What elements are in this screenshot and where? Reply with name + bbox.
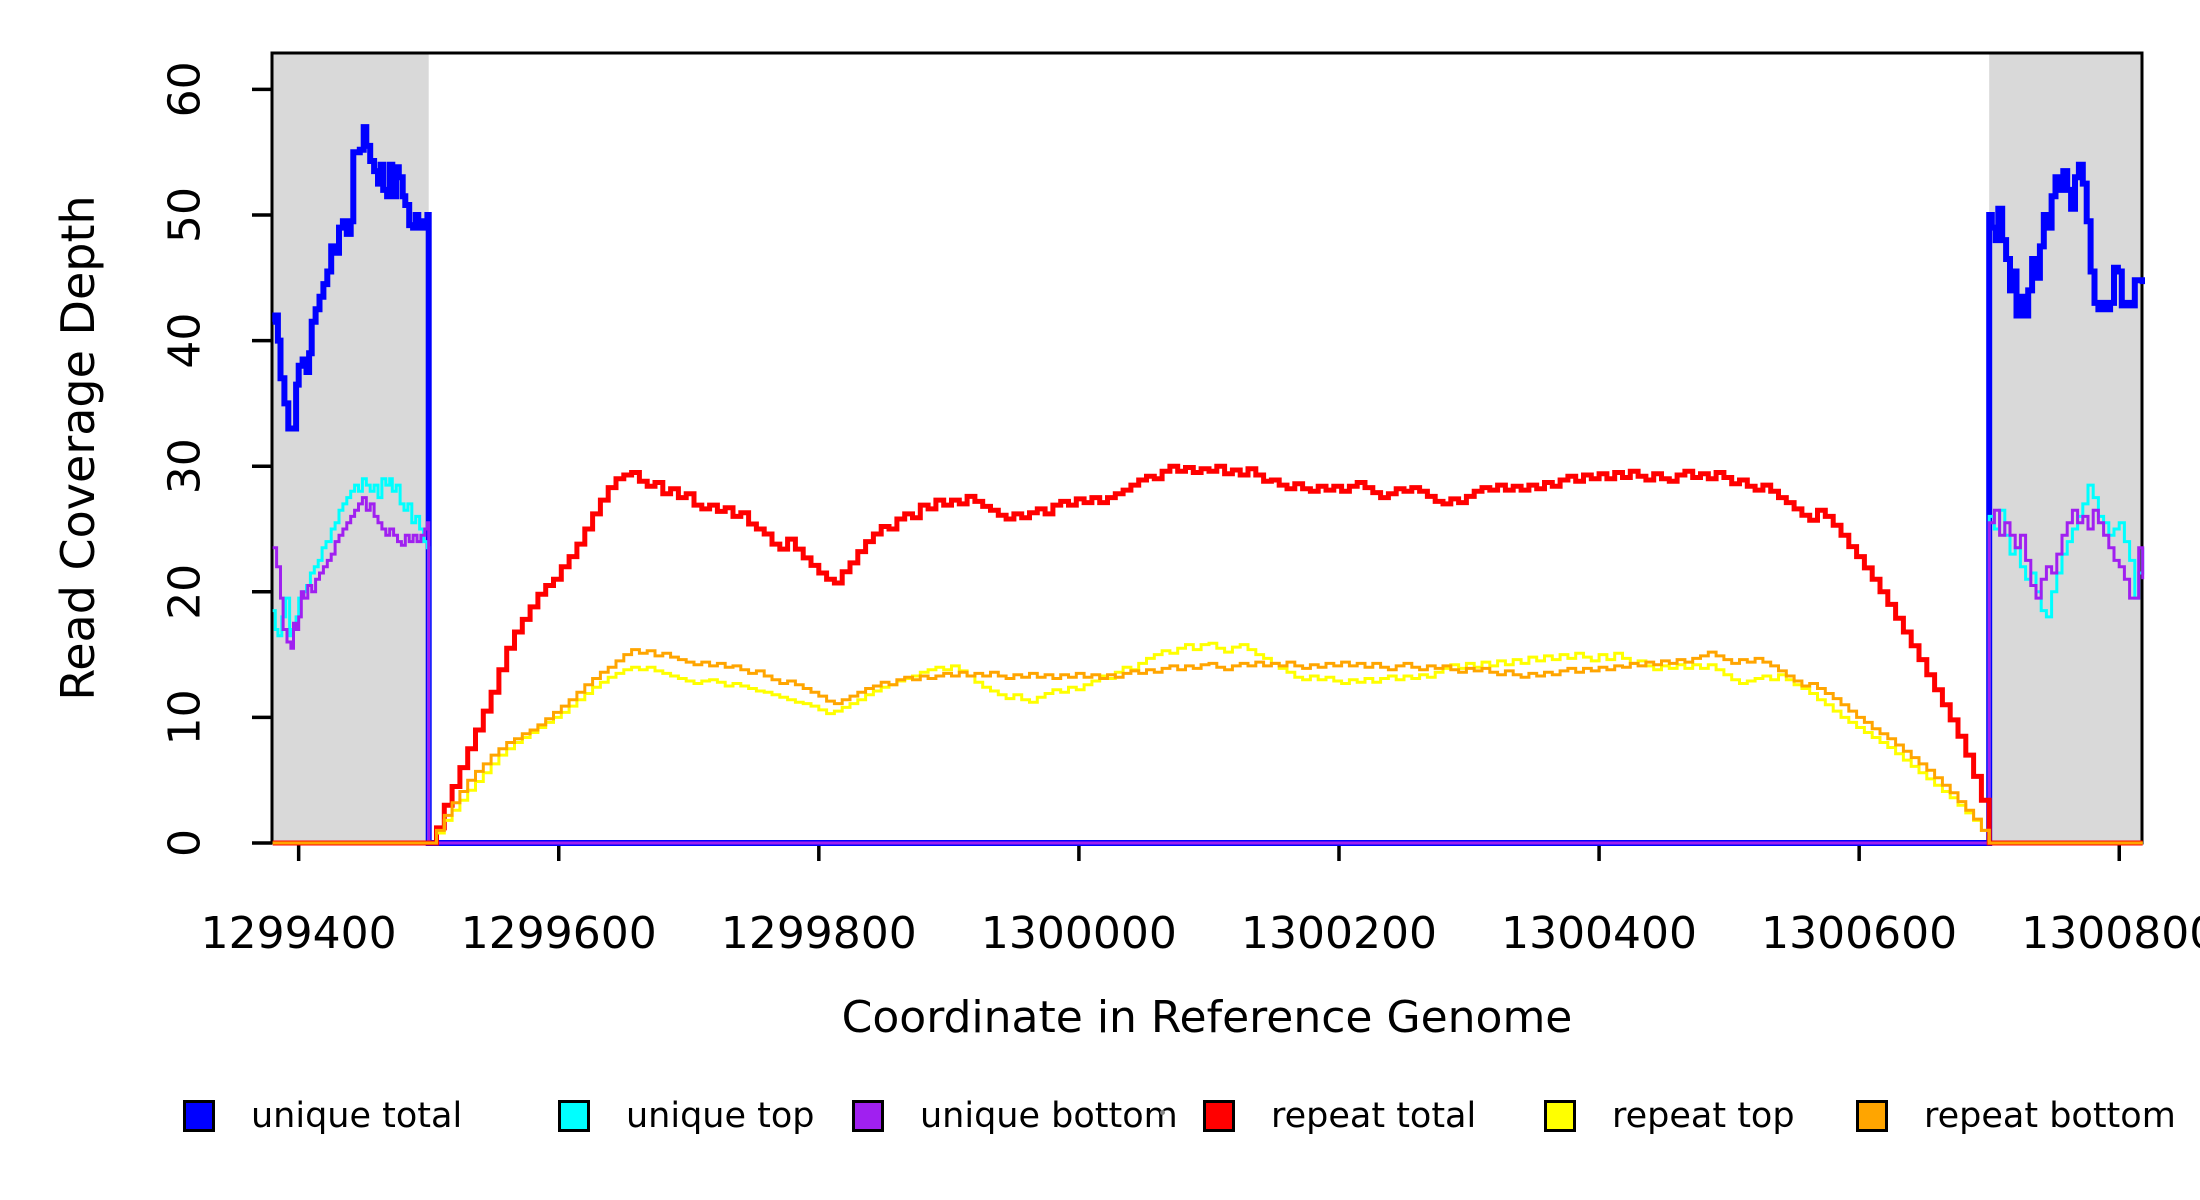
x-tick-label: 1300600 [1761,908,1957,959]
y-tick-label: 40 [160,313,211,369]
y-tick-label: 30 [160,438,211,494]
artifact-dot [1160,1110,1165,1115]
y-tick-label: 50 [160,187,211,243]
y-tick-label: 0 [160,829,211,857]
series-repeat-bottom [272,648,2143,845]
x-tick-label: 1299800 [721,908,917,959]
y-tick-label: 10 [160,689,211,745]
series-repeat-top [272,641,2143,845]
plot-border [270,51,2144,845]
series-unique-top [272,477,2145,845]
y-axis-title: Read Coverage Depth [51,195,105,701]
y-tick-label: 60 [160,61,211,117]
x-tick-label: 1300200 [1241,908,1437,959]
x-tick-label: 1300000 [981,908,1177,959]
x-tick-label: 1300400 [1501,908,1697,959]
y-tick-label: 20 [160,564,211,620]
series-unique-bottom [272,496,2145,845]
x-axis-title: Coordinate in Reference Genome [841,992,1573,1043]
series-repeat-total [272,463,2143,846]
series-unique-total [272,124,2145,846]
x-tick-label: 1299400 [201,908,397,959]
x-tick-label: 1299600 [461,908,657,959]
x-tick-label: 1300800 [2021,908,2200,959]
